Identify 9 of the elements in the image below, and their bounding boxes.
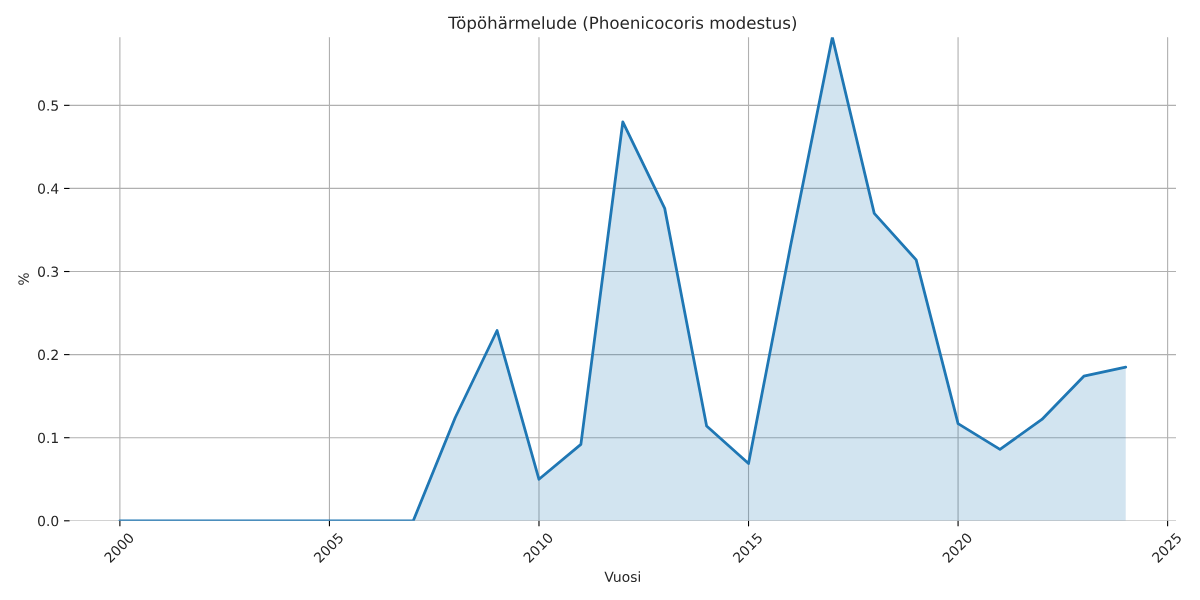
y-tick-label: 0.0	[38, 515, 59, 527]
x-axis-title: Vuosi	[604, 571, 640, 583]
y-tick-label: 0.2	[38, 349, 58, 361]
y-axis-title: %	[18, 273, 29, 285]
y-tick-label: 0.3	[38, 266, 59, 277]
y-tick-label: 0.1	[38, 432, 58, 444]
y-tick-label: 0.4	[38, 183, 59, 194]
y-tick-label: 0.5	[38, 100, 58, 111]
chart-title: Töpöhärmelude (Phoenicocoris modestus)	[448, 16, 797, 33]
